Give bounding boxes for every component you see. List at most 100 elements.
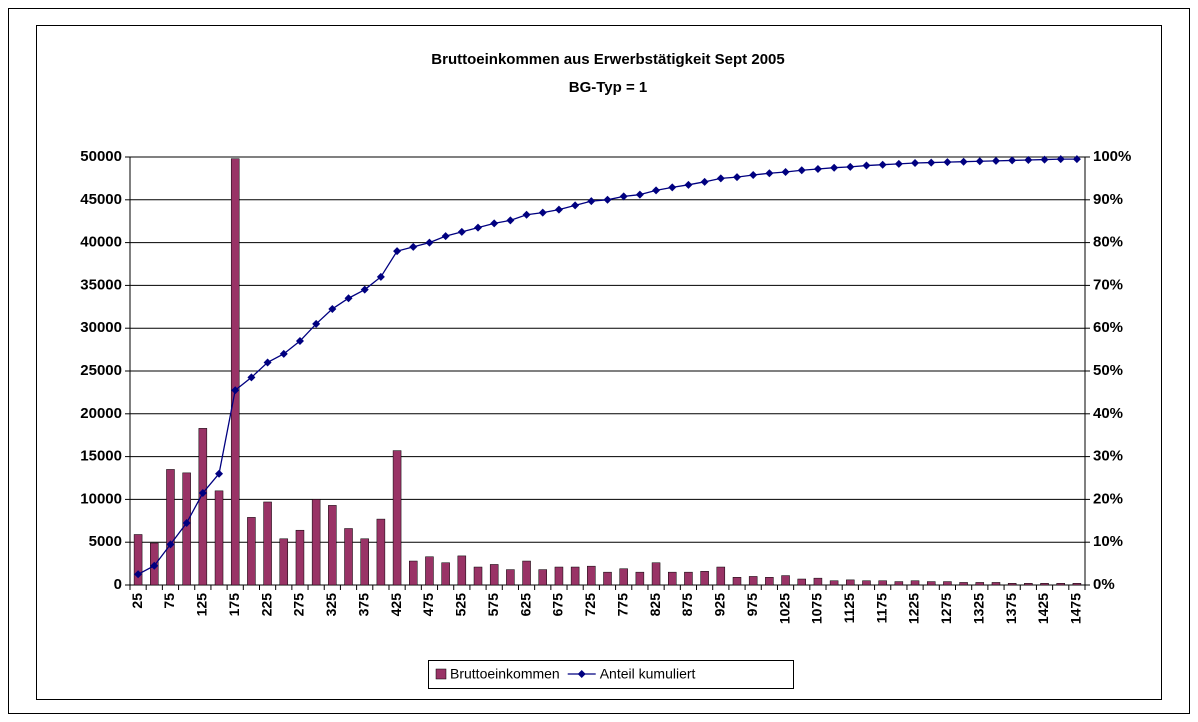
bar xyxy=(700,571,709,586)
bar xyxy=(829,580,839,586)
x-tick-label: 175 xyxy=(226,593,242,617)
y-tick-label: 15000 xyxy=(80,448,122,465)
bar xyxy=(473,566,483,586)
marker xyxy=(506,216,515,225)
x-tick-label: 425 xyxy=(388,593,404,617)
x-tick-label: 975 xyxy=(744,593,760,617)
y2-tick-label: 40% xyxy=(1093,405,1123,422)
bar xyxy=(328,505,337,586)
marker xyxy=(166,540,175,549)
marker xyxy=(749,170,758,179)
marker xyxy=(376,272,385,281)
marker xyxy=(927,158,936,167)
y2-tick-label: 0% xyxy=(1093,576,1115,593)
marker xyxy=(328,304,337,313)
bar xyxy=(166,469,175,586)
marker xyxy=(716,174,725,183)
marker xyxy=(247,373,256,382)
x-tick-label: 1325 xyxy=(970,593,986,624)
y-tick-label: 5000 xyxy=(89,533,122,550)
x-tick-label: 1225 xyxy=(906,593,922,624)
bar xyxy=(959,582,968,586)
y2-tick-label: 10% xyxy=(1093,533,1123,550)
bar xyxy=(522,560,531,586)
bar xyxy=(247,517,256,586)
bar xyxy=(344,528,353,586)
bar xyxy=(716,566,726,586)
marker xyxy=(1056,155,1065,164)
y2-tick-label: 80% xyxy=(1093,234,1123,251)
marker xyxy=(813,164,822,173)
marker xyxy=(894,159,903,168)
bar xyxy=(732,577,742,586)
x-tick-label: 725 xyxy=(582,593,598,617)
marker xyxy=(215,469,224,478)
bar xyxy=(813,577,823,586)
x-tick-label: 125 xyxy=(194,593,210,617)
x-tick-label: 675 xyxy=(550,593,566,617)
bar xyxy=(684,571,693,586)
bar xyxy=(311,499,321,586)
marker xyxy=(150,561,159,570)
x-tick-label: 1275 xyxy=(938,593,954,624)
bar xyxy=(846,579,855,586)
bar xyxy=(538,569,548,586)
marker xyxy=(554,205,563,214)
y-tick-label: 45000 xyxy=(80,191,122,208)
y-tick-label: 20000 xyxy=(80,405,122,422)
marker xyxy=(943,158,952,167)
marker xyxy=(134,570,143,579)
x-tick-label: 1475 xyxy=(1068,593,1084,624)
bar xyxy=(748,576,758,586)
marker xyxy=(619,192,628,201)
x-tick-label: 475 xyxy=(420,593,436,617)
marker xyxy=(603,195,612,204)
marker xyxy=(344,294,353,303)
marker xyxy=(652,186,661,195)
bar xyxy=(1040,583,1049,586)
x-tick-label: 1425 xyxy=(1035,593,1051,624)
bar xyxy=(1024,583,1033,586)
bar xyxy=(182,472,191,586)
bar xyxy=(263,501,272,586)
bar xyxy=(797,578,806,586)
marker xyxy=(700,177,709,186)
x-tick-label: 1025 xyxy=(776,593,792,624)
bar xyxy=(409,560,418,586)
legend-label: Anteil kumuliert xyxy=(600,666,696,682)
x-tick-label: 1075 xyxy=(809,593,825,624)
y2-tick-label: 60% xyxy=(1093,319,1123,336)
marker xyxy=(312,319,321,328)
bar xyxy=(975,582,985,586)
x-tick-label: 1125 xyxy=(841,593,857,624)
y-tick-label: 50000 xyxy=(80,148,122,165)
marker xyxy=(781,167,790,176)
marker xyxy=(571,201,580,210)
marker xyxy=(1072,155,1081,164)
bar xyxy=(894,581,904,586)
y-tick-label: 25000 xyxy=(80,362,122,379)
y2-tick-label: 50% xyxy=(1093,362,1123,379)
marker xyxy=(1024,155,1033,164)
marker xyxy=(797,166,806,175)
marker xyxy=(846,162,855,171)
y2-tick-label: 70% xyxy=(1093,276,1123,293)
marker xyxy=(360,285,369,294)
marker xyxy=(490,219,499,228)
bar xyxy=(506,569,515,586)
bar xyxy=(862,580,871,586)
marker xyxy=(668,183,677,192)
bar xyxy=(425,556,434,586)
y2-tick-label: 30% xyxy=(1093,448,1123,465)
marker xyxy=(263,358,272,367)
marker xyxy=(862,161,871,170)
bar xyxy=(991,582,1001,586)
marker xyxy=(991,156,1000,165)
marker xyxy=(231,386,240,395)
marker xyxy=(975,157,984,166)
y2-tick-label: 100% xyxy=(1093,148,1131,165)
x-tick-label: 825 xyxy=(647,593,663,617)
bar xyxy=(635,571,645,586)
bar xyxy=(360,538,369,586)
bar xyxy=(214,490,224,586)
